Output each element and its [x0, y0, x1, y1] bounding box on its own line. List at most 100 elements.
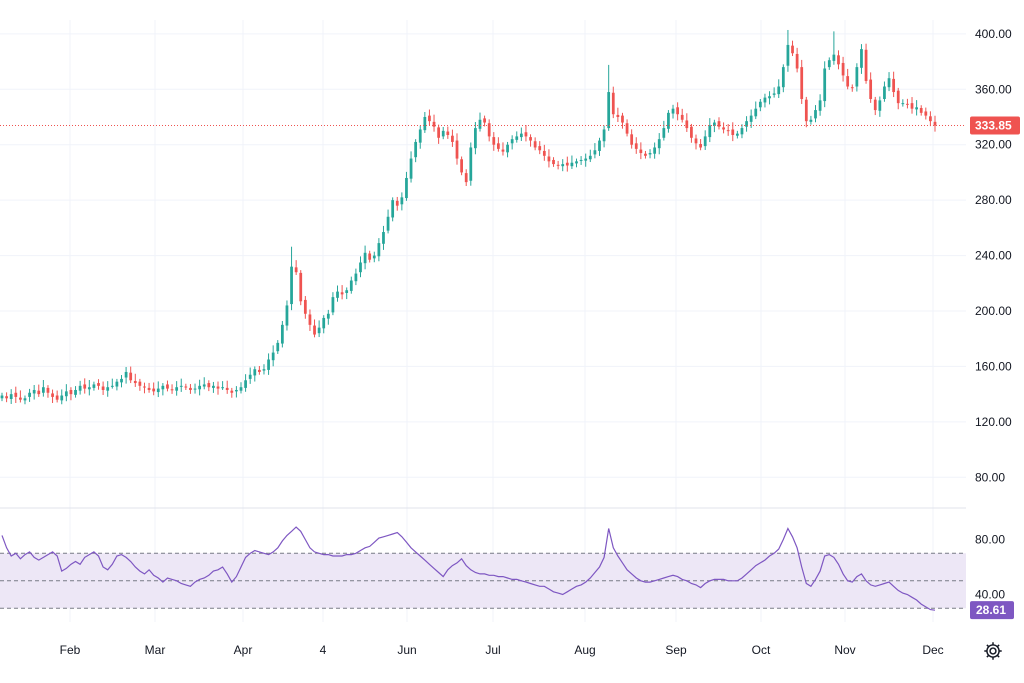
candle-body: [763, 97, 767, 103]
candlestick-series: [0, 29, 937, 405]
candle-body: [166, 384, 169, 389]
candle: [202, 377, 206, 390]
candle-body: [437, 127, 441, 138]
price-tick-label: 120.00: [975, 415, 1012, 429]
candle: [754, 101, 758, 120]
candle: [667, 110, 670, 133]
candle-body: [869, 79, 873, 99]
candle-body: [906, 103, 909, 105]
candle: [749, 109, 753, 128]
candle: [382, 225, 385, 250]
candle: [354, 268, 358, 286]
rsi-series: [1, 526, 936, 611]
candle: [322, 315, 326, 334]
candle-body: [299, 272, 303, 302]
candle-body: [588, 155, 592, 160]
candle: [906, 98, 909, 109]
candle: [152, 382, 156, 396]
candle-body: [791, 45, 794, 54]
candle: [745, 116, 748, 132]
candle: [809, 115, 813, 125]
candle-body: [924, 111, 928, 116]
candle-body: [129, 372, 133, 381]
candle-body: [239, 387, 243, 391]
candle-body: [524, 132, 528, 137]
price-tick-label: 280.00: [975, 193, 1012, 207]
candle-body: [290, 266, 293, 305]
candle: [184, 383, 188, 390]
candle-body: [777, 86, 781, 95]
candle-body: [386, 216, 390, 231]
candle-body: [896, 90, 900, 104]
candle-body: [634, 143, 638, 149]
candle: [469, 142, 473, 186]
candle-body: [354, 273, 358, 282]
candle: [524, 125, 528, 142]
gear-icon[interactable]: [982, 640, 1004, 662]
rsi-axis[interactable]: 80.00 40.00: [975, 533, 1005, 602]
candle: [69, 387, 73, 401]
time-axis[interactable]: Feb Mar Apr 4 Jun Jul Aug Sep Oct Nov Dec: [60, 643, 944, 657]
candle-body: [51, 393, 54, 397]
candle-body: [221, 387, 224, 389]
candle: [179, 378, 183, 392]
candle: [74, 386, 77, 398]
candle: [478, 112, 482, 132]
candle: [372, 251, 376, 263]
candle-body: [837, 55, 840, 65]
candle-body: [55, 395, 59, 400]
candle: [303, 296, 307, 319]
candle: [395, 196, 399, 211]
candle-body: [717, 121, 721, 127]
candle-body: [713, 122, 716, 127]
candle: [143, 382, 146, 394]
price-tick-label: 320.00: [975, 138, 1012, 152]
candle: [768, 91, 771, 105]
candle: [418, 125, 422, 149]
candle: [699, 139, 702, 151]
candle: [414, 139, 418, 163]
candle: [722, 122, 725, 134]
candle-body: [496, 143, 500, 149]
candle: [225, 380, 229, 394]
price-tick-label: 240.00: [975, 249, 1012, 263]
candle-body: [74, 389, 77, 395]
time-tick-label: Mar: [145, 643, 166, 657]
candle: [644, 150, 647, 159]
candle: [860, 44, 863, 74]
candle-body: [887, 78, 891, 88]
candle-body: [400, 197, 404, 205]
candle: [455, 133, 459, 165]
price-tick-label: 360.00: [975, 82, 1012, 96]
candle-body: [285, 305, 289, 326]
candle-body: [69, 389, 73, 395]
candle-body: [405, 177, 408, 199]
candle: [377, 238, 381, 262]
price-axis[interactable]: 400.00 360.00 320.00 280.00 240.00 200.00 160.…: [975, 27, 1012, 484]
candle: [101, 381, 105, 395]
candle-body: [910, 103, 914, 109]
candle: [248, 367, 252, 384]
candle: [657, 133, 661, 155]
candle: [791, 40, 794, 57]
candle: [924, 107, 928, 120]
candle: [432, 114, 436, 132]
candle: [83, 378, 87, 394]
candle: [428, 109, 431, 126]
candle: [189, 384, 192, 394]
candle-body: [740, 128, 744, 135]
candle-body: [244, 380, 247, 388]
candle-body: [248, 374, 252, 379]
candle: [386, 209, 390, 234]
candle: [19, 390, 22, 403]
candle-body: [864, 49, 868, 81]
candle: [156, 381, 160, 398]
candle-body: [653, 147, 657, 154]
candle-body: [138, 381, 142, 386]
candle: [786, 29, 790, 72]
candle-body: [800, 67, 804, 99]
candle: [841, 56, 845, 82]
candle: [602, 125, 606, 148]
candle-body: [9, 394, 13, 399]
